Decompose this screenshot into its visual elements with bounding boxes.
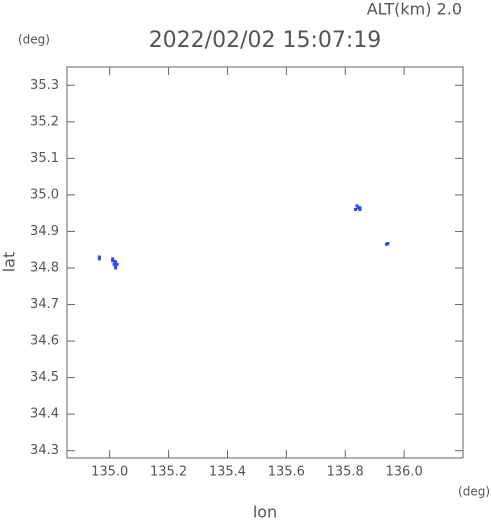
y-tick-label: 34.5	[30, 370, 59, 385]
y-unit: (deg)	[18, 33, 50, 47]
chart-title: 2022/02/02 15:07:19	[149, 28, 382, 53]
point	[386, 241, 390, 245]
point	[111, 257, 115, 261]
plot-frame	[66, 66, 464, 459]
x-tick-label: 136.0	[386, 465, 423, 480]
x-tick-label: 135.6	[268, 465, 305, 480]
x-tick-label: 135.2	[150, 465, 187, 480]
y-tick-label: 35.0	[30, 187, 59, 202]
point	[115, 262, 119, 266]
y-axis-label: lat	[0, 252, 19, 273]
point	[355, 204, 359, 208]
y-tick-label: 34.8	[30, 260, 59, 275]
x-tick-label: 135.8	[327, 465, 364, 480]
y-tick-label: 35.1	[30, 151, 59, 166]
x-axis-label: lon	[253, 503, 277, 521]
point	[111, 259, 115, 263]
point	[113, 259, 117, 263]
y-tick-label: 35.3	[30, 78, 59, 93]
point	[354, 208, 358, 212]
point	[97, 255, 101, 259]
x-unit: (deg)	[458, 485, 490, 499]
point	[114, 264, 118, 268]
y-tick-label: 34.6	[30, 334, 59, 349]
annotation: ALT(km) 2.0	[367, 0, 462, 19]
point	[358, 206, 362, 210]
y-tick-label: 34.4	[30, 407, 59, 422]
point	[114, 266, 118, 270]
point	[112, 262, 116, 266]
y-tick-label: 35.2	[30, 114, 59, 129]
x-tick-label: 135.4	[209, 465, 246, 480]
x-tick-label: 135.0	[91, 465, 128, 480]
y-tick-label: 34.9	[30, 224, 59, 239]
point	[358, 208, 362, 212]
point	[97, 257, 101, 261]
y-tick-label: 34.3	[30, 443, 59, 458]
y-tick-label: 34.7	[30, 297, 59, 312]
